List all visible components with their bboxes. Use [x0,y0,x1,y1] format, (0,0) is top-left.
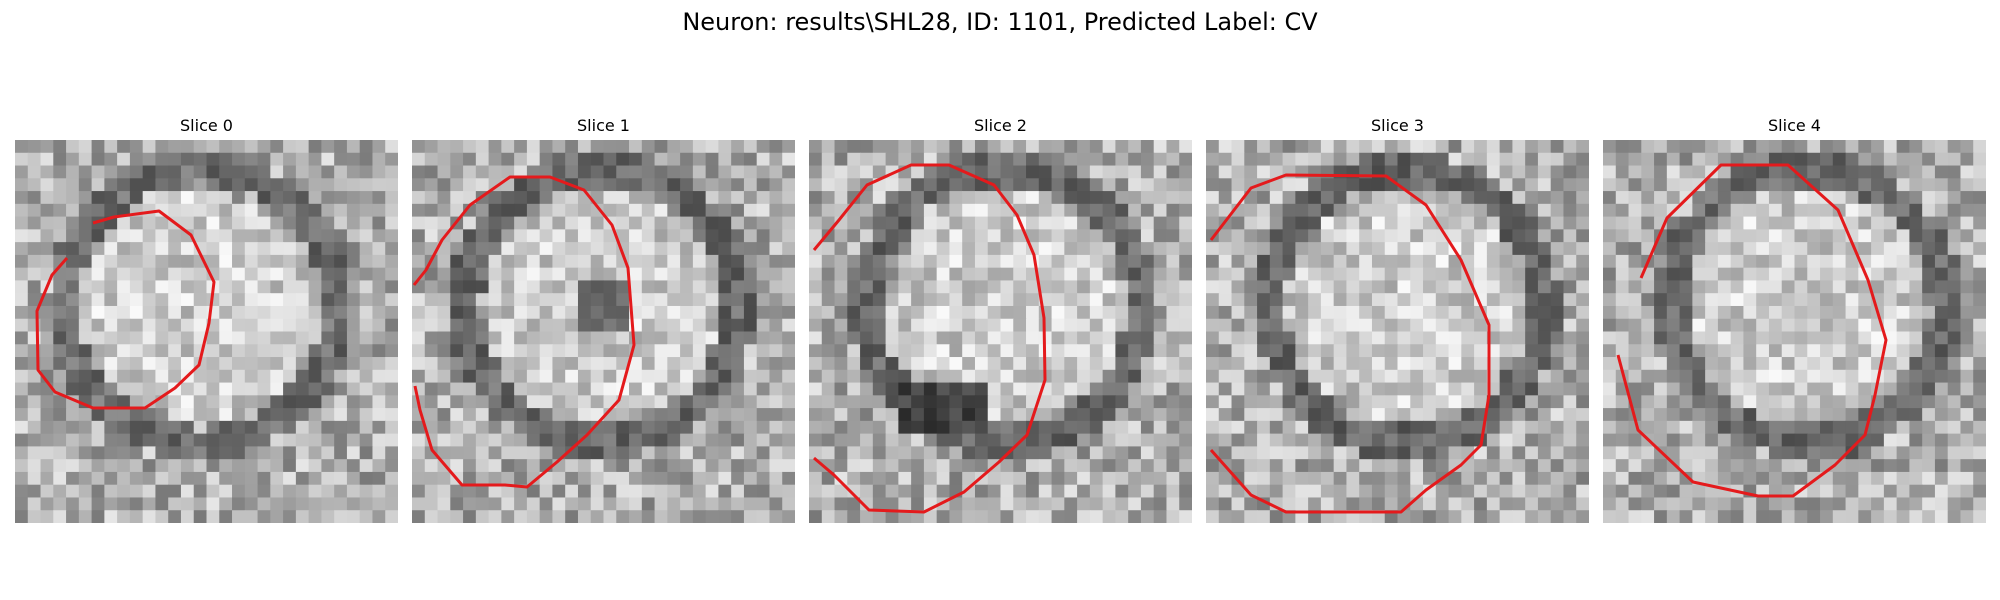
slice-title-4: Slice 4 [1768,116,1821,135]
segmentation-contour-0 [35,209,216,410]
slice-image-1 [412,140,795,523]
slice-panel-3: Slice 3 [1206,118,1589,523]
slice-title-3: Slice 3 [1371,116,1424,135]
segmentation-contour-1 [412,175,636,489]
slice-panel-1: Slice 1 [412,118,795,523]
slice-pixels-1 [412,140,795,523]
slice-pixels-4 [1603,140,1986,523]
slice-image-3 [1206,140,1589,523]
slice-title-0: Slice 0 [180,116,233,135]
slice-title-2: Slice 2 [974,116,1027,135]
slice-pixels-3 [1206,140,1589,523]
slice-image-2 [809,140,1192,523]
slice-image-0 [15,140,398,523]
segmentation-contour-2 [812,163,1047,514]
segmentation-contour-3 [1209,173,1491,514]
slice-title-1: Slice 1 [577,116,630,135]
figure-title: Neuron: results\SHL28, ID: 1101, Predict… [682,8,1318,36]
slice-pixels-0 [15,140,398,523]
slice-panel-0: Slice 0 [15,118,398,523]
segmentation-contour-4 [1616,163,1888,498]
slice-panel-4: Slice 4 [1603,118,1986,523]
slice-pixels-2 [809,140,1192,523]
slice-panel-2: Slice 2 [809,118,1192,523]
slice-image-4 [1603,140,1986,523]
